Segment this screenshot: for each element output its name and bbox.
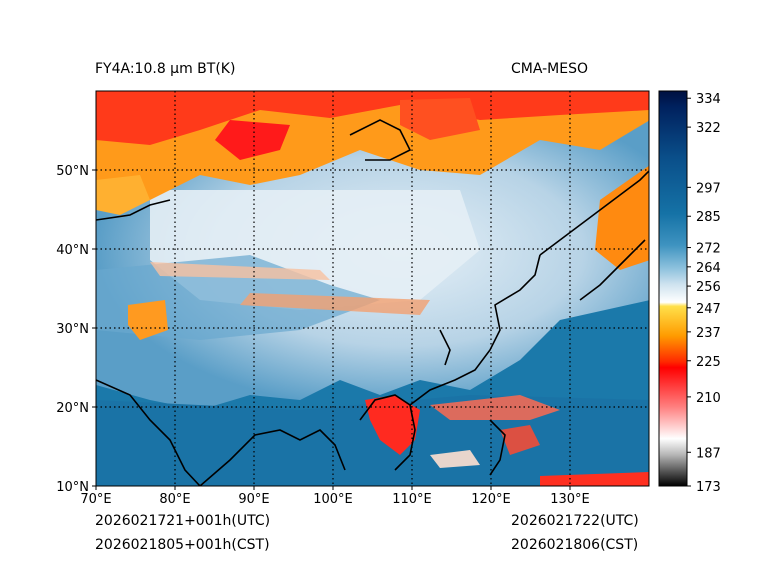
lon-tick-label: 130°E (550, 492, 590, 507)
lon-tick-label: 80°E (159, 492, 190, 507)
lat-tick-label: 10°N (56, 480, 89, 495)
colorbar-frame (658, 90, 688, 487)
colorbar-tick-label: 256 (696, 280, 721, 295)
tibet-region (96, 255, 380, 340)
colorbar-tick-label: 322 (696, 121, 721, 136)
map-frame (95, 90, 650, 487)
colorbar-tick-label: 285 (696, 210, 721, 225)
colorbar-tick-label: 334 (696, 92, 721, 107)
forecast-time-utc: 2026021721+001h(UTC) (95, 513, 271, 529)
colorbar-tick-label: 173 (696, 480, 721, 495)
south-convection-2 (430, 395, 560, 420)
lat-tick-label: 20°N (56, 401, 89, 416)
colorbar-tick-label: 187 (696, 446, 721, 461)
colorbar-tick-label: 247 (696, 302, 721, 317)
south-convection-3 (500, 425, 540, 455)
lon-tick-label: 100°E (313, 492, 353, 507)
lon-tick-label: 110°E (392, 492, 432, 507)
northern-cold-cloud (96, 91, 649, 145)
korea-russia-coast (539, 169, 649, 256)
south-convection-1 (365, 395, 420, 455)
west-cloud (128, 300, 168, 340)
colorbar-tick-label: 210 (696, 391, 721, 406)
south-convection-4 (430, 450, 480, 468)
lake-baikal (349, 119, 412, 161)
lat-tick-label: 40°N (56, 243, 89, 258)
colorbar-tick-label: 225 (696, 355, 721, 370)
colorbar (659, 91, 687, 486)
graticule (96, 91, 649, 486)
colorbar-tick-label: 272 (696, 242, 721, 257)
inland-border (439, 329, 451, 366)
colorbar-tick-label: 237 (696, 326, 721, 341)
satellite-image (96, 91, 649, 486)
india-west-coast (96, 379, 201, 486)
cloud-cell-b (400, 98, 480, 140)
philippines (489, 419, 506, 476)
forecast-time-cst: 2026021805+001h(CST) (95, 537, 270, 553)
model-name: CMA-MESO (511, 61, 589, 77)
japan-coast (579, 239, 646, 301)
south-convection-5 (540, 472, 649, 486)
cloud-cell-c (96, 175, 150, 215)
observation-time-utc: 2026021722(UTC) (511, 513, 639, 529)
lon-axis: 70°E 80°E 90°E 100°E 110°E 120°E 130°E (80, 486, 590, 507)
lat-tick-label: 50°N (56, 164, 89, 179)
north-border (96, 199, 171, 221)
observation-time-cst: 2026021806(CST) (511, 537, 639, 553)
colorbar-tick-label: 297 (696, 181, 721, 196)
lon-tick-label: 120°E (471, 492, 511, 507)
china-coast (409, 254, 541, 406)
colorbar-ticks: 334 322 297 285 272 264 256 247 237 225 210 187 173 (687, 92, 721, 495)
lat-tick-label: 30°N (56, 322, 89, 337)
lat-axis: 10°N 20°N 30°N 40°N 50°N (56, 164, 96, 495)
map-title: FY4A:10.8 μm BT(K) (95, 61, 236, 77)
cloud-cell-a (215, 120, 290, 160)
colorbar-tick-label: 264 (696, 261, 721, 276)
lon-tick-label: 90°E (238, 492, 269, 507)
streak-cloud-2 (240, 293, 430, 315)
streak-cloud-1 (150, 262, 330, 280)
east-cloud (595, 165, 649, 270)
lon-tick-label: 70°E (80, 492, 111, 507)
